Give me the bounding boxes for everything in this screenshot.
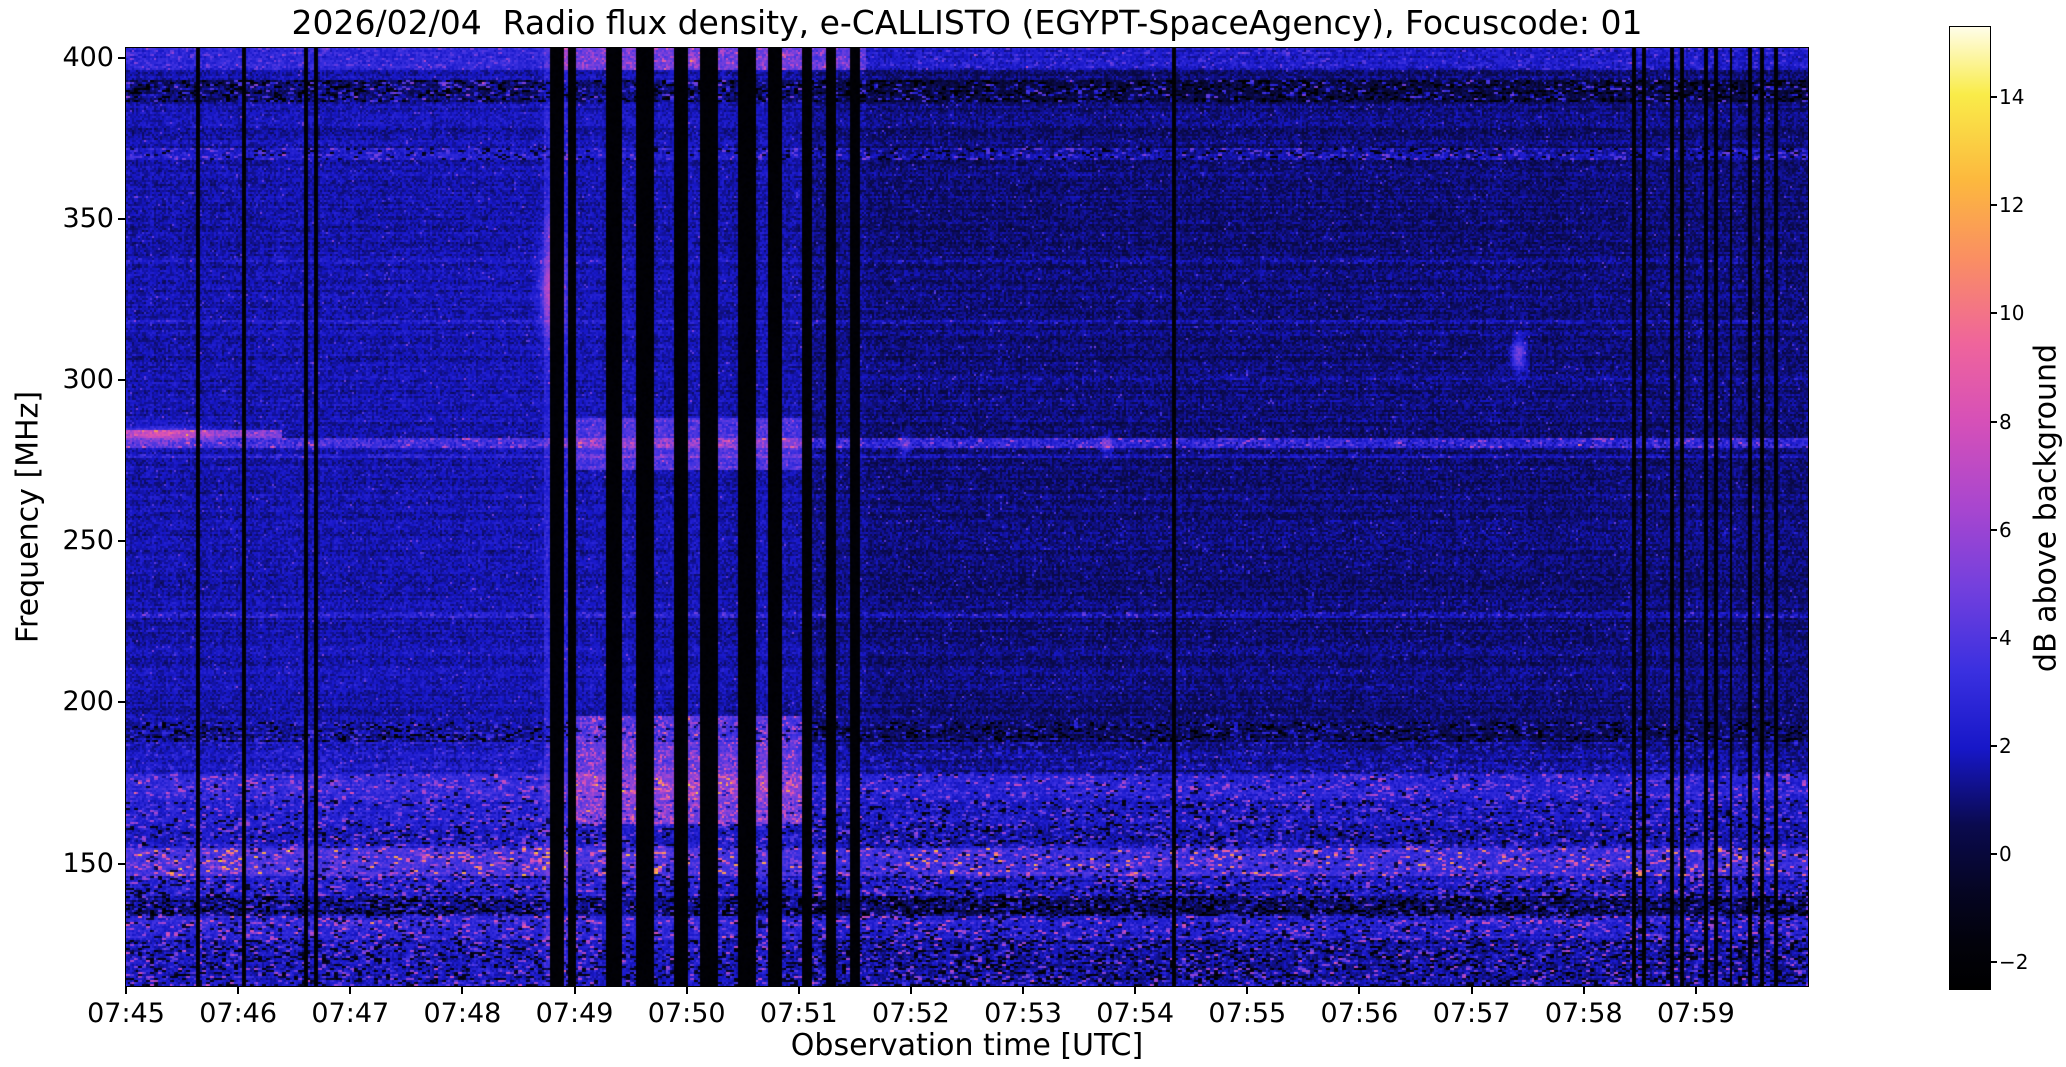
x-axis-label: Observation time [UTC] <box>790 1028 1144 1063</box>
x-tick-mark <box>1470 986 1473 994</box>
x-tick-label: 07:50 <box>647 998 726 1029</box>
x-tick-label: 07:46 <box>199 998 278 1029</box>
spectrogram-canvas <box>126 48 1808 986</box>
x-tick-mark <box>1134 986 1137 994</box>
x-tick-label: 07:48 <box>423 998 502 1029</box>
colorbar-tick-mark <box>1990 204 1997 207</box>
x-tick-label: 07:54 <box>1096 998 1175 1029</box>
y-tick-mark <box>118 540 126 543</box>
x-tick-label: 07:53 <box>984 998 1062 1029</box>
x-tick-mark <box>1022 986 1025 994</box>
y-tick-label: 400 <box>62 41 114 73</box>
y-tick-label: 150 <box>62 847 114 879</box>
y-tick-mark <box>118 217 126 220</box>
colorbar-tick-mark <box>1990 528 1997 531</box>
y-tick-label: 350 <box>62 202 114 234</box>
colorbar-tick-label: 6 <box>1999 517 2012 542</box>
plot-title: 2026/02/04 Radio flux density, e-CALLIST… <box>291 3 1643 42</box>
x-tick-mark <box>1582 986 1585 994</box>
y-tick-mark <box>118 56 126 59</box>
x-tick-label: 07:57 <box>1432 998 1511 1029</box>
x-tick-label: 07:55 <box>1208 998 1287 1029</box>
colorbar-tick-label: 0 <box>1999 841 2012 866</box>
x-tick-label: 07:51 <box>759 998 838 1029</box>
x-tick-label: 07:59 <box>1656 998 1735 1029</box>
x-tick-label: 07:58 <box>1544 998 1623 1029</box>
x-tick-mark <box>237 986 240 994</box>
y-tick-mark <box>118 701 126 704</box>
x-tick-mark <box>349 986 352 994</box>
x-tick-label: 07:47 <box>311 998 390 1029</box>
colorbar-tick-mark <box>1990 744 1997 747</box>
y-tick-label: 200 <box>62 686 114 718</box>
colorbar-tick-mark <box>1990 636 1997 639</box>
y-tick-label: 250 <box>62 525 114 557</box>
y-tick-mark <box>118 862 126 865</box>
colorbar-tick-label: 4 <box>1999 625 2012 650</box>
x-tick-label: 07:49 <box>535 998 614 1029</box>
colorbar-tick-mark <box>1990 852 1997 855</box>
colorbar-tick-label: 14 <box>1999 85 2025 110</box>
x-tick-label: 07:52 <box>872 998 950 1029</box>
y-tick-label: 300 <box>62 364 114 395</box>
y-axis-label: Frequency [MHz] <box>10 390 46 644</box>
colorbar-label: dB above background <box>2028 343 2064 673</box>
x-tick-mark <box>1246 986 1249 994</box>
y-tick-mark <box>118 379 126 381</box>
x-tick-label: 07:45 <box>87 998 165 1029</box>
x-tick-mark <box>573 986 576 994</box>
colorbar <box>1950 27 1990 989</box>
colorbar-tick-mark <box>1990 312 1997 315</box>
x-tick-mark <box>1358 986 1361 994</box>
colorbar-tick-label: −2 <box>1999 949 2029 974</box>
x-tick-mark <box>909 986 912 994</box>
x-tick-mark <box>125 986 127 994</box>
colorbar-tick-label: 8 <box>1999 409 2012 434</box>
colorbar-tick-label: 2 <box>1999 733 2012 758</box>
x-tick-label: 07:56 <box>1320 998 1399 1029</box>
colorbar-tick-label: 12 <box>1999 193 2025 218</box>
x-tick-mark <box>685 986 688 994</box>
colorbar-tick-mark <box>1990 96 1997 99</box>
x-tick-mark <box>461 986 464 994</box>
x-tick-mark <box>1694 986 1697 994</box>
colorbar-tick-mark <box>1990 960 1997 963</box>
colorbar-tick-mark <box>1990 420 1997 423</box>
x-tick-mark <box>797 986 800 994</box>
colorbar-tick-label: 10 <box>1999 301 2025 326</box>
